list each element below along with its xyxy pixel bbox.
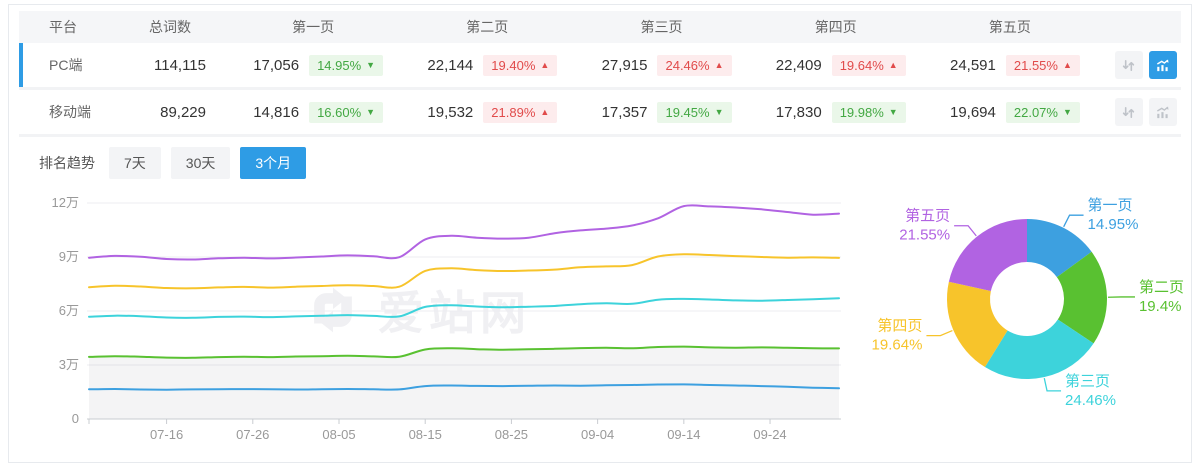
svg-text:第三页: 第三页	[1065, 372, 1110, 390]
svg-text:07-26: 07-26	[236, 427, 269, 442]
page1-change-badge: 14.95%	[309, 54, 384, 76]
svg-text:21.55%: 21.55%	[899, 227, 950, 244]
svg-text:08-25: 08-25	[495, 427, 528, 442]
total-words-value: 89,229	[160, 103, 206, 121]
svg-text:0: 0	[72, 411, 79, 426]
svg-text:08-05: 08-05	[322, 427, 355, 442]
page4-count: 17,830	[775, 103, 822, 121]
col-header-page3: 第三页	[640, 19, 683, 35]
page4-change-badge: 19.98%	[831, 101, 906, 123]
trend-chart-icon[interactable]	[1148, 51, 1177, 79]
svg-text:09-04: 09-04	[581, 427, 614, 442]
page2-count: 19,532	[427, 103, 474, 121]
svg-text:14.95%: 14.95%	[1088, 216, 1139, 233]
svg-text:19.64%: 19.64%	[872, 337, 923, 354]
svg-text:第五页: 第五页	[905, 207, 950, 225]
svg-text:19.4%: 19.4%	[1139, 298, 1182, 315]
page5-change-badge: 22.07%	[1005, 101, 1080, 123]
page5-count: 19,694	[949, 103, 996, 121]
keyword-rank-panel: 平台 总词数 第一页 第二页 第三页 第四页 第五页 PC端 114,115 1…	[8, 4, 1192, 463]
svg-text:09-14: 09-14	[667, 427, 700, 442]
svg-text:9万: 9万	[59, 249, 79, 264]
platform-label: PC端	[49, 57, 83, 73]
tab-3-months[interactable]: 3个月	[240, 147, 307, 179]
page-share-donut-chart[interactable]: 第一页 14.95% 第二页 19.4% 第三页 24.46% 第四页 19.64% 第五页 21…	[859, 187, 1189, 449]
page1-change-badge: 16.60%	[309, 101, 384, 123]
total-words-value: 114,115	[154, 56, 206, 74]
tab-30-days[interactable]: 30天	[170, 147, 231, 179]
col-header-page1: 第一页	[292, 19, 335, 35]
page3-count: 27,915	[601, 56, 648, 74]
col-header-platform: 平台	[49, 19, 77, 35]
col-header-total-words: 总词数	[149, 19, 191, 35]
page3-change-badge: 24.46%	[657, 54, 732, 76]
table-row-mobile[interactable]: 移动端 89,229 14,816 16.60% 19,532 21.89% 1…	[19, 90, 1181, 137]
sort-arrows-icon[interactable]	[1114, 98, 1143, 126]
page1-count: 17,056	[253, 56, 300, 74]
trend-toolbar: 排名趋势 7天 30天 3个月	[9, 137, 1191, 187]
svg-text:09-24: 09-24	[753, 427, 786, 442]
svg-text:12万: 12万	[52, 195, 79, 210]
col-header-page5: 第五页	[988, 19, 1031, 35]
page1-count: 14,816	[253, 103, 300, 121]
col-header-page2: 第二页	[466, 19, 509, 35]
page3-change-badge: 19.45%	[657, 101, 732, 123]
trend-chart-icon[interactable]	[1148, 98, 1177, 126]
rank-trend-line-chart[interactable]: 0 3万 6万 9万 12万 07-16 07-26 08-05 08-15 08-25 09-04…	[9, 187, 869, 459]
svg-text:6万: 6万	[59, 303, 79, 318]
page4-count: 22,409	[775, 56, 822, 74]
charts-area: 爱站网 0 3万 6万 9万 12万 07-16 07-26 08-05 08-15 08-25 0…	[9, 187, 1191, 462]
col-header-page4: 第四页	[814, 19, 857, 35]
page3-count: 17,357	[601, 103, 648, 121]
page2-change-badge: 19.40%	[483, 54, 558, 76]
table-header: 平台 总词数 第一页 第二页 第三页 第四页 第五页	[19, 11, 1181, 43]
page5-change-badge: 21.55%	[1005, 54, 1080, 76]
page2-change-badge: 21.89%	[483, 101, 558, 123]
svg-text:07-16: 07-16	[150, 427, 183, 442]
table-row-pc[interactable]: PC端 114,115 17,056 14.95% 22,144 19.40% …	[19, 43, 1181, 90]
page4-change-badge: 19.64%	[831, 54, 906, 76]
page2-count: 22,144	[427, 56, 474, 74]
svg-text:3万: 3万	[59, 357, 79, 372]
tab-7-days[interactable]: 7天	[109, 147, 161, 179]
svg-text:第二页: 第二页	[1139, 278, 1184, 296]
svg-text:第一页: 第一页	[1088, 196, 1133, 214]
sort-arrows-icon[interactable]	[1114, 51, 1143, 79]
svg-text:第四页: 第四页	[877, 317, 922, 335]
svg-text:08-15: 08-15	[409, 427, 442, 442]
platform-label: 移动端	[49, 104, 91, 120]
trend-title: 排名趋势	[39, 155, 95, 171]
watermark: 爱站网	[304, 277, 531, 343]
watermark-text: 爱站网	[378, 287, 531, 339]
svg-text:24.46%: 24.46%	[1065, 392, 1116, 409]
page5-count: 24,591	[949, 56, 996, 74]
